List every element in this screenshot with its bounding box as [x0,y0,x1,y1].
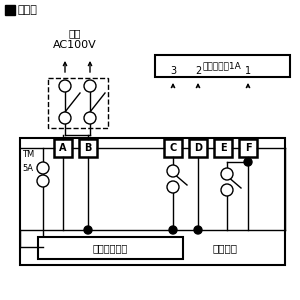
Circle shape [221,168,233,180]
Bar [38,237,183,259]
Circle shape [194,226,202,234]
Bar [54,139,72,157]
Text: A: A [59,143,67,153]
Bar [79,139,97,157]
Circle shape [167,181,179,193]
Text: 5A: 5A [22,164,33,173]
Bar [164,139,182,157]
Circle shape [84,112,96,124]
Text: 3: 3 [170,66,176,76]
Text: E: E [220,143,226,153]
Bar [20,138,285,265]
Text: TM: TM [22,150,34,159]
Circle shape [169,226,177,234]
Circle shape [167,165,179,177]
Text: 電子制御装置: 電子制御装置 [92,243,128,253]
Text: 結線図: 結線図 [18,5,38,15]
Text: C: C [169,143,177,153]
Bar [155,55,290,77]
Circle shape [84,226,92,234]
Bar [5,5,15,15]
Circle shape [244,158,252,166]
Text: タイマー: タイマー [212,243,238,253]
Bar [48,78,108,128]
Circle shape [84,80,96,92]
Circle shape [59,80,71,92]
Circle shape [37,162,49,174]
Text: 2: 2 [195,66,201,76]
Bar [214,139,232,157]
Text: B: B [84,143,92,153]
Text: AC100V: AC100V [53,40,97,50]
Text: 換気扇最切1A: 換気扇最切1A [202,61,242,70]
Circle shape [37,175,49,187]
Circle shape [221,184,233,196]
Text: F: F [245,143,251,153]
Text: 電源: 電源 [69,28,81,38]
Circle shape [59,112,71,124]
Text: D: D [194,143,202,153]
Bar [189,139,207,157]
Bar [239,139,257,157]
Text: 1: 1 [245,66,251,76]
